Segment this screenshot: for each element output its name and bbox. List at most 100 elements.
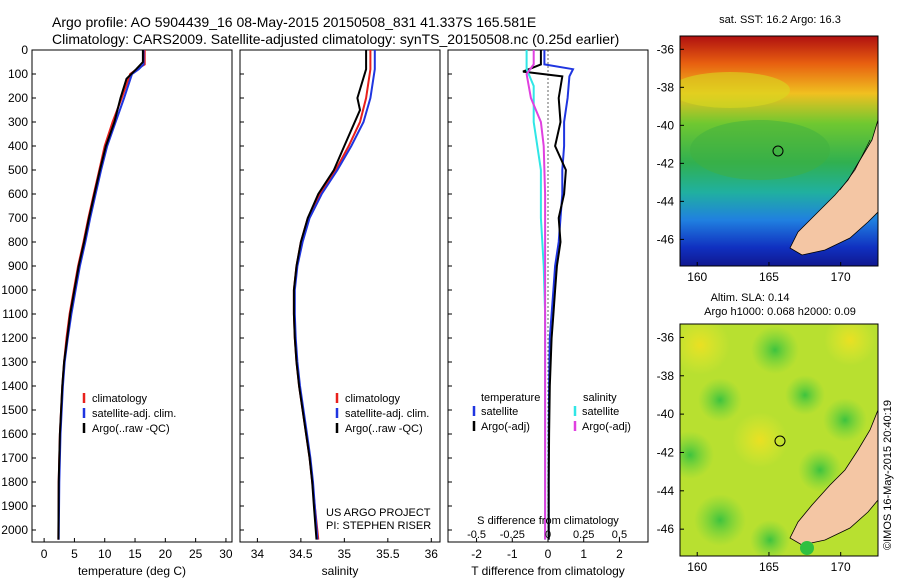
- map-lat-tick-label: -46: [657, 522, 675, 536]
- salinity-legend: climatology satellite-adj. clim. Argo(..…: [326, 393, 431, 532]
- depth-tick-label: 2000: [1, 523, 28, 537]
- x-tick-label: 34.5: [289, 547, 313, 561]
- t-difference-xlabel: T difference from climatology: [471, 564, 625, 578]
- salinity-series: [292, 50, 376, 540]
- series-line-satellite-adj-clim-: [57, 50, 145, 540]
- depth-tick-label: 1900: [1, 499, 28, 513]
- series-line-s-argo-adj-: [525, 50, 547, 540]
- sla-argo-marker: [774, 435, 786, 447]
- imos-watermark: ©IMOS 16-May-2015 20:40:19: [882, 400, 894, 550]
- legend-label-s-satellite: satellite: [582, 406, 619, 418]
- sla-map-title-2: Argo h1000: 0.068 h2000: 0.09: [704, 306, 856, 318]
- map-lat-tick-label: -36: [657, 330, 675, 344]
- legend-label-climatology: climatology: [345, 393, 401, 405]
- depth-tick-label: 100: [8, 67, 28, 81]
- map-lat-tick-label: -38: [657, 369, 675, 383]
- depth-tick-label: 500: [8, 163, 28, 177]
- x-tick-label: 20: [159, 547, 173, 561]
- sla-blob: [732, 412, 788, 468]
- legend-label-s-argo: Argo(-adj): [582, 421, 631, 433]
- legend-label-climatology: climatology: [92, 393, 148, 405]
- map-lon-tick-label: 160: [687, 560, 707, 574]
- sla-blob: [800, 541, 814, 555]
- depth-tick-label: 800: [8, 235, 28, 249]
- map-lon-tick-label: 170: [831, 270, 851, 284]
- series-line-satellite-adj-clim-: [293, 50, 376, 540]
- salinity-panel-frame: [239, 49, 441, 543]
- x-tick-label: 25: [189, 547, 203, 561]
- sla-blob: [680, 431, 714, 479]
- depth-tick-label: 1500: [1, 403, 28, 417]
- s-diff-tick-label: 0.5: [612, 529, 627, 541]
- series-line-argo-raw-qc-: [292, 50, 368, 540]
- sst-mid-patch: [690, 120, 830, 180]
- map-lat-tick-label: -40: [657, 118, 675, 132]
- x-tick-label: 0: [41, 547, 48, 561]
- map-lat-tick-label: -42: [657, 445, 675, 459]
- legend-label-satellite: satellite-adj. clim.: [345, 408, 429, 420]
- title-line-1: Argo profile: AO 5904439_16 08-May-2015 …: [52, 14, 536, 30]
- sla-map: [680, 324, 878, 556]
- x-tick-label: -1: [507, 547, 518, 561]
- sst-axis: 160 165 170 -36 -38 -40 -42 -44 -46: [657, 42, 851, 284]
- sla-blob: [750, 520, 790, 556]
- salinity-xlabel: salinity: [322, 564, 359, 578]
- difference-legend: temperature salinity satellite Argo(-adj…: [472, 392, 631, 433]
- series-line-climatology: [57, 50, 146, 540]
- sla-axis: 160 165 170 -36 -38 -40 -42 -44 -46: [657, 330, 851, 574]
- x-tick-label: 36: [425, 547, 439, 561]
- depth-tick-label: 600: [8, 187, 28, 201]
- series-line-climatology: [292, 50, 372, 540]
- sst-map-title: sat. SST: 16.2 Argo: 16.3: [719, 14, 841, 26]
- legend-label-argo: Argo(..raw -QC): [92, 423, 170, 435]
- sst-argo-marker: [772, 145, 784, 157]
- x-tick-label: 35.5: [376, 547, 400, 561]
- legend-label-t-argo: Argo(-adj): [481, 421, 530, 433]
- depth-tick-label: 1800: [1, 475, 28, 489]
- sla-blob: [785, 375, 825, 415]
- map-lat-tick-label: -44: [657, 194, 675, 208]
- sla-blob: [824, 324, 876, 366]
- sla-blob: [698, 378, 742, 422]
- sla-blob: [798, 448, 842, 492]
- s-diff-tick-label: -0.5: [467, 529, 486, 541]
- map-lat-tick-label: -38: [657, 80, 675, 94]
- depth-tick-label: 700: [8, 211, 28, 225]
- sla-blob: [694, 494, 746, 546]
- depth-tick-label: 1600: [1, 427, 28, 441]
- depth-tick-label: 400: [8, 139, 28, 153]
- x-tick-label: 30: [219, 547, 233, 561]
- sla-blob: [751, 326, 799, 374]
- depth-tick-label: 1200: [1, 331, 28, 345]
- sst-contour: [839, 139, 871, 191]
- legend-title-temperature: temperature: [481, 392, 540, 404]
- x-tick-label: 15: [128, 547, 142, 561]
- x-tick-label: 34: [251, 547, 265, 561]
- temperature-legend: climatology satellite-adj. clim. Argo(..…: [82, 393, 176, 435]
- depth-axis: 0 100 200 300 400 500 600 700 800 900 1000 1100 1200…: [1, 43, 452, 537]
- sla-land: [789, 409, 878, 546]
- temperature-panel-frame: [31, 49, 233, 543]
- map-lon-tick-label: 160: [687, 270, 707, 284]
- x-tick-label: 1: [580, 547, 587, 561]
- legend-label-argo: Argo(..raw -QC): [345, 423, 423, 435]
- pi-footnote: PI: STEPHEN RISER: [326, 520, 431, 532]
- title-line-2: Climatology: CARS2009. Satellite-adjuste…: [52, 31, 619, 47]
- x-tick-label: 5: [71, 547, 78, 561]
- legend-label-satellite: satellite-adj. clim.: [92, 408, 176, 420]
- depth-tick-label: 200: [8, 91, 28, 105]
- difference-series: [522, 50, 575, 542]
- temperature-series: [57, 50, 146, 540]
- series-line-argo-raw-qc-: [57, 50, 144, 540]
- x-tick-label: 0: [545, 547, 552, 561]
- depth-tick-label: 1100: [2, 307, 28, 321]
- map-lat-tick-label: -44: [657, 484, 675, 498]
- x-tick-label: 2: [616, 547, 623, 561]
- sla-blob: [680, 324, 730, 375]
- depth-tick-label: 900: [8, 259, 28, 273]
- depth-tick-label: 1000: [1, 283, 28, 297]
- x-tick-label: 10: [98, 547, 112, 561]
- sla-blob: [823, 398, 867, 442]
- difference-xticks: -2 -1 0 1 2: [471, 538, 623, 561]
